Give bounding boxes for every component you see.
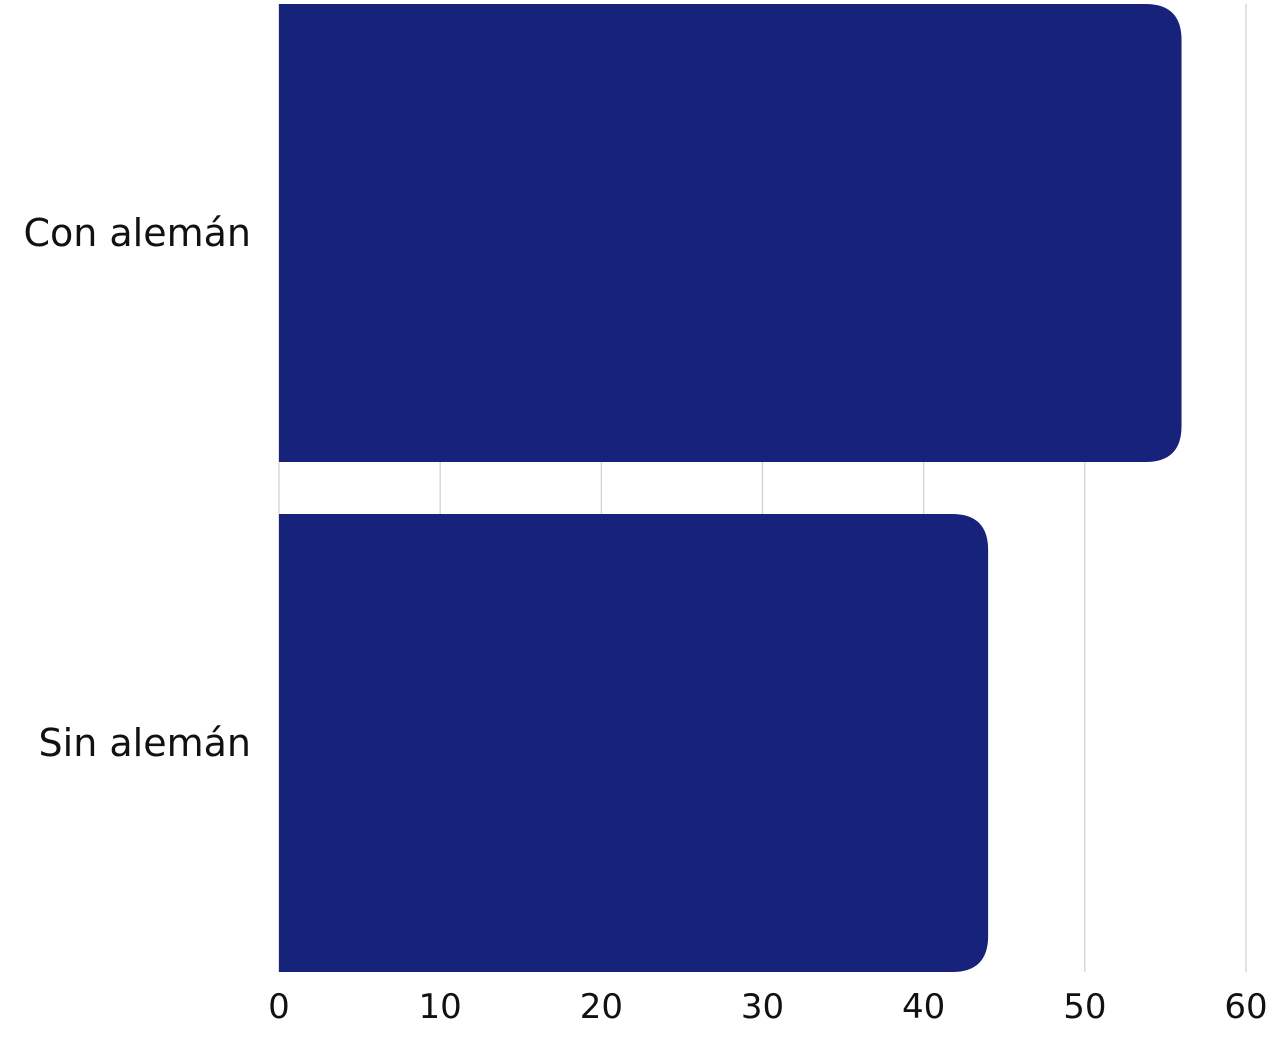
x-tick-label-0: 0 [268,987,290,1027]
x-tick-label-5: 50 [1063,987,1106,1027]
x-tick-label-2: 20 [580,987,623,1027]
bars [279,4,1182,972]
bar-1 [279,514,989,972]
category-labels: Con alemán Sin alemán [23,211,251,765]
category-label-0: Con alemán [23,211,251,255]
category-label-1: Sin alemán [39,721,251,765]
x-axis-tick-labels: 0 10 20 30 40 50 60 [268,987,1267,1027]
x-tick-label-4: 40 [902,987,945,1027]
bar-0 [279,4,1182,462]
x-tick-label-1: 10 [419,987,462,1027]
x-tick-label-3: 30 [741,987,784,1027]
x-tick-label-6: 60 [1224,987,1267,1027]
